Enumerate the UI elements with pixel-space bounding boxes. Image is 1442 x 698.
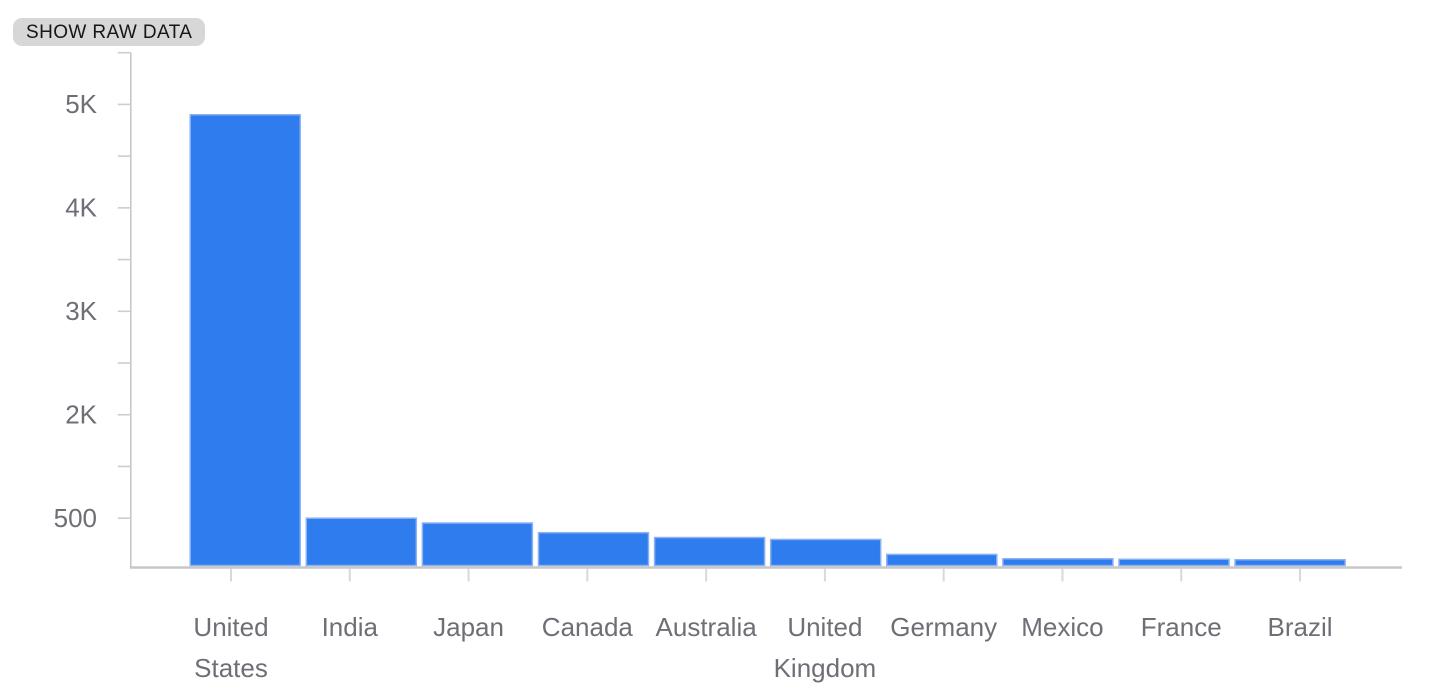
x-axis-label-germany: Germany (890, 612, 997, 642)
x-axis-label-united-kingdom-line2: Kingdom (774, 653, 877, 683)
x-axis-label-australia: Australia (656, 612, 758, 642)
bar-germany[interactable] (886, 553, 998, 567)
x-axis-label-united-states: United (193, 612, 268, 642)
bar-mexico[interactable] (1002, 558, 1114, 567)
bar-canada[interactable] (537, 531, 650, 567)
x-axis-label-japan: Japan (433, 612, 504, 642)
show-raw-data-button[interactable]: SHOW RAW DATA (13, 18, 206, 46)
y-axis-label-4k: 4K (65, 193, 97, 223)
x-axis-label-brazil: Brazil (1268, 612, 1333, 642)
bar-france[interactable] (1118, 558, 1230, 567)
bar-india[interactable] (305, 517, 418, 567)
y-axis-label-5k: 5K (65, 89, 97, 119)
y-axis-label-500: 500 (54, 503, 97, 533)
x-axis-label-united-kingdom: United (787, 612, 862, 642)
x-axis-label-india: India (322, 612, 379, 642)
show-raw-data-label: SHOW RAW DATA (26, 21, 193, 43)
y-axis-label-3k: 3K (65, 296, 97, 326)
x-axis-label-mexico: Mexico (1021, 612, 1103, 642)
bar-united-kingdom[interactable] (769, 538, 882, 567)
y-axis-label-2k: 2K (65, 400, 97, 430)
bar-australia[interactable] (653, 536, 766, 567)
bar-united-states[interactable] (189, 113, 301, 567)
bar-brazil[interactable] (1234, 558, 1346, 567)
bar-japan[interactable] (421, 522, 534, 567)
x-axis-label-france: France (1141, 612, 1222, 642)
x-axis-label-canada: Canada (542, 612, 634, 642)
x-axis-label-united-states-line2: States (194, 653, 268, 683)
